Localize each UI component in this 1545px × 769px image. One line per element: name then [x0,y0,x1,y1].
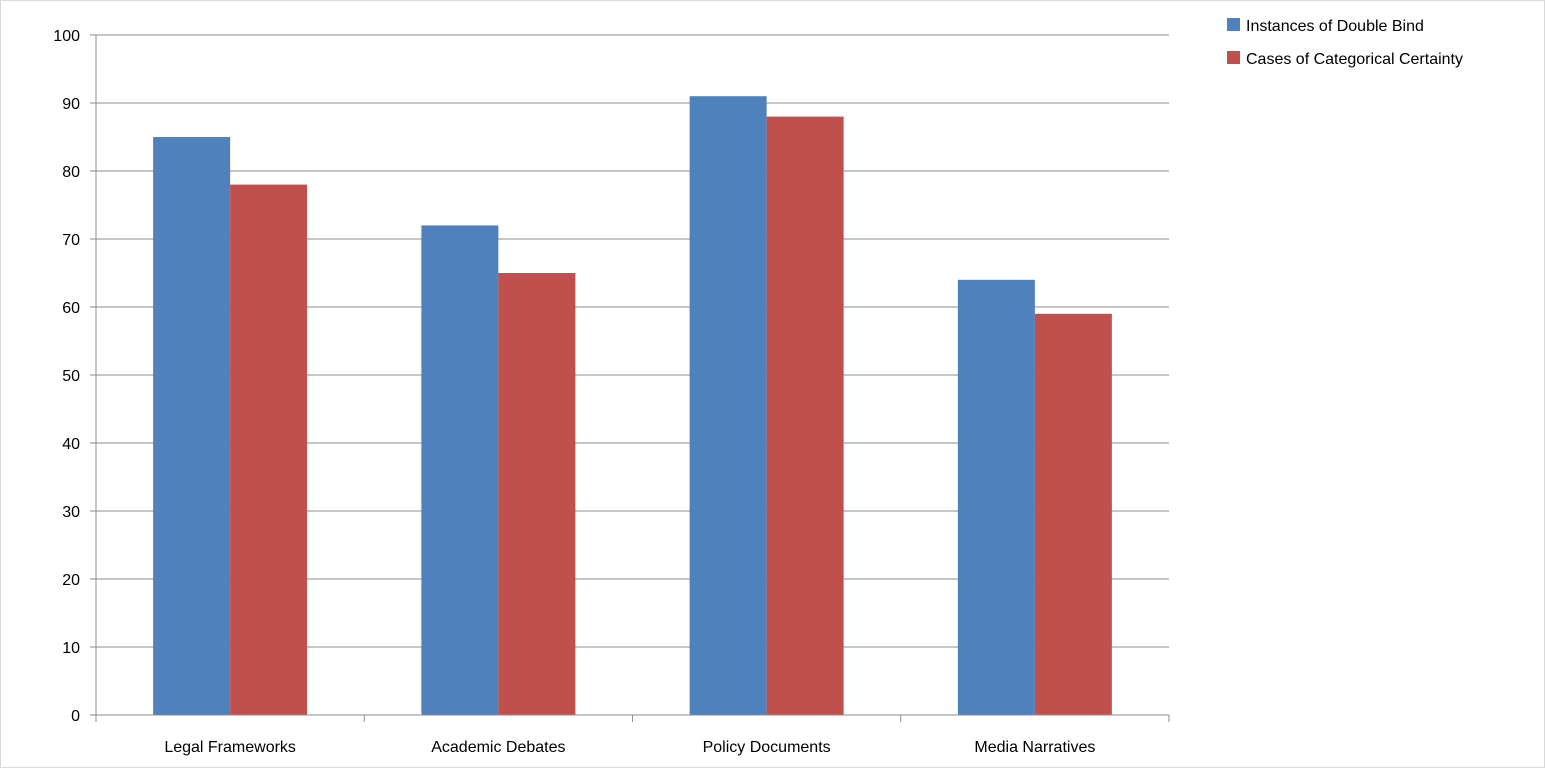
x-tick-label: Media Narratives [974,739,1095,756]
axes [90,34,1170,722]
bar-instances-of-double-bind-academic-debates [421,225,499,715]
bar-instances-of-double-bind-legal-frameworks [153,137,231,715]
x-tick-labels: Legal Frameworks Academic Debates Policy D… [164,739,1095,756]
y-tick-label: 10 [62,640,80,657]
y-tick-labels: 0 10 20 30 40 50 60 70 80 90 100 [53,28,80,725]
legend-swatch [1227,18,1240,31]
x-tick-label: Legal Frameworks [164,739,296,756]
y-tick-label: 40 [62,436,80,453]
legend: Instances of Double Bind Cases of Categor… [1227,18,1463,68]
y-tick-label: 0 [71,708,80,725]
y-tick-label: 90 [62,96,80,113]
y-tick-label: 80 [62,164,80,181]
y-tick-label: 100 [53,28,80,45]
x-tick-label: Academic Debates [431,739,565,756]
bar-cases-of-categorical-certainty-academic-debates [498,273,576,715]
bar-cases-of-categorical-certainty-media-narratives [1034,313,1112,715]
legend-label: Instances of Double Bind [1246,18,1424,35]
bars [153,96,1112,716]
bar-cases-of-categorical-certainty-policy-documents [766,116,844,716]
y-tick-label: 50 [62,368,80,385]
y-tick-label: 60 [62,300,80,317]
legend-label: Cases of Categorical Certainty [1246,51,1463,68]
x-tick-label: Policy Documents [703,739,831,756]
y-tick-label: 70 [62,232,80,249]
bar-instances-of-double-bind-media-narratives [957,279,1035,715]
bar-instances-of-double-bind-policy-documents [689,96,767,715]
bar-cases-of-categorical-certainty-legal-frameworks [230,184,308,716]
legend-swatch [1227,51,1240,64]
y-tick-label: 30 [62,504,80,521]
y-tick-label: 20 [62,572,80,589]
